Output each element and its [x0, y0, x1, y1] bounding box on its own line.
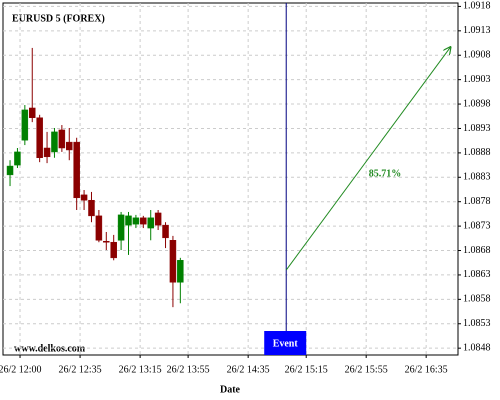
candle-body [177, 260, 184, 283]
x-tick-label: 26/2 12:00 [0, 364, 42, 375]
y-tick-label: 1.0898 [463, 98, 491, 109]
y-tick-label: 1.0908 [463, 50, 491, 61]
candle-body [140, 217, 147, 225]
candle-body [117, 214, 125, 241]
y-tick-label: 1.0863 [463, 269, 491, 280]
candle-body [95, 215, 103, 241]
y-tick-label: 1.0853 [463, 318, 491, 329]
candle-body [66, 141, 73, 151]
x-tick-label: 26/2 15:55 [345, 364, 388, 375]
candle-body [43, 147, 51, 158]
x-tick-label: 26/2 15:15 [285, 364, 328, 375]
candle-body [28, 107, 36, 118]
candle-body [147, 217, 154, 229]
candle-body [103, 240, 110, 243]
x-axis-title: Date [220, 384, 241, 395]
y-tick-label: 1.0883 [463, 172, 491, 183]
candle-body [36, 117, 43, 159]
y-tick-label: 1.0878 [463, 196, 491, 207]
x-tick-label: 26/2 12:35 [59, 364, 102, 375]
candle-body [21, 109, 29, 141]
y-tick-label: 1.0848 [463, 342, 491, 353]
y-tick-label: 1.0888 [463, 147, 491, 158]
candle-body [58, 129, 66, 149]
candle-body [162, 224, 169, 239]
y-tick-label: 1.0903 [463, 74, 491, 85]
x-tick-label: 26/2 13:55 [167, 364, 210, 375]
y-tick-label: 1.0913 [463, 25, 491, 36]
candle-body [110, 241, 117, 259]
watermark: www.delkos.com [14, 343, 86, 354]
candle-body [14, 151, 21, 166]
x-tick-label: 26/2 14:35 [227, 364, 270, 375]
x-tick-label: 26/2 13:15 [119, 364, 162, 375]
y-tick-label: 1.0918 [463, 1, 491, 12]
candle-body [6, 165, 14, 176]
projection-label: 85.71% [369, 168, 402, 179]
candle-body [80, 194, 88, 201]
event-label: Event [273, 338, 299, 349]
x-tick-label: 26/2 16:35 [405, 364, 448, 375]
y-tick-label: 1.0858 [463, 294, 491, 305]
y-tick-label: 1.0893 [463, 123, 491, 134]
chart-title: EURUSD 5 (FOREX) [12, 13, 105, 24]
y-tick-label: 1.0868 [463, 245, 491, 256]
candle-body [51, 131, 58, 153]
candle-body [154, 212, 162, 226]
candle-body [132, 217, 140, 225]
event-box [264, 331, 307, 355]
projection-arrow [285, 47, 450, 271]
candle-body [169, 240, 177, 283]
candle-body [73, 141, 80, 199]
candle-body [88, 199, 95, 217]
y-tick-label: 1.0873 [463, 220, 491, 231]
candle-body [125, 215, 132, 226]
